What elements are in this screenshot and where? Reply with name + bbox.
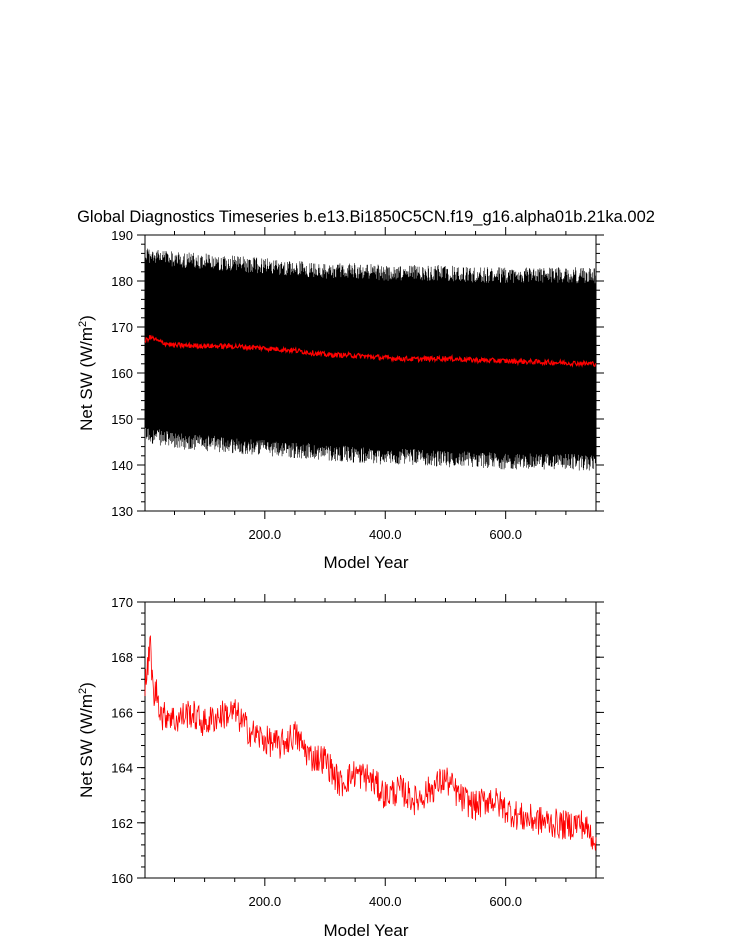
- bottom-plot-frame: [144, 601, 597, 879]
- top-panel: 200.0 400.0 600.0 130 140 150 160 170 180 190 Mod…: [77, 227, 604, 572]
- bottom-ytick-label: 168: [111, 650, 133, 665]
- top-ytick-label: 180: [111, 274, 133, 289]
- top-ytick-label: 140: [111, 458, 133, 473]
- bottom-ytick-label: 166: [111, 705, 133, 720]
- top-xtick-label: 600.0: [489, 527, 522, 542]
- bottom-ytick-label: 162: [111, 816, 133, 831]
- top-xlabel: Model Year: [323, 553, 408, 572]
- top-ytick-label: 160: [111, 366, 133, 381]
- top-ytick-label: 150: [111, 412, 133, 427]
- top-series-annual: [144, 334, 597, 368]
- bottom-major-ticks: 200.0 400.0 600.0 160 162 164 166 168 170: [111, 594, 604, 909]
- top-ylabel-main: Net SW (W/m: [77, 327, 96, 431]
- bottom-ytick-label: 170: [111, 595, 133, 610]
- top-data-layer: [144, 248, 597, 471]
- top-ytick-label: 190: [111, 228, 133, 243]
- bottom-ytick-label: 160: [111, 871, 133, 886]
- chart-title: Global Diagnostics Timeseries b.e13.Bi18…: [77, 208, 655, 226]
- bottom-ytick-label: 164: [111, 761, 133, 776]
- bottom-xtick-label: 400.0: [369, 894, 402, 909]
- bottom-minor-ticks: [141, 598, 600, 882]
- bottom-ylabel-close: ): [77, 682, 96, 688]
- top-ylabel-sup: 2: [77, 321, 89, 327]
- top-ylabel: Net SW (W/m2): [77, 315, 96, 431]
- top-xtick-label: 200.0: [249, 527, 282, 542]
- bottom-xlabel: Model Year: [323, 921, 408, 940]
- top-major-ticks: 200.0 400.0 600.0 130 140 150 160 170 180 190: [111, 227, 604, 542]
- bottom-xtick-label: 600.0: [489, 894, 522, 909]
- top-xtick-label: 400.0: [369, 527, 402, 542]
- bottom-series-annual: [144, 635, 597, 851]
- top-ytick-label: 130: [111, 504, 133, 519]
- top-series-monthly: [144, 248, 597, 471]
- top-ylabel-close: ): [77, 315, 96, 321]
- bottom-panel: 200.0 400.0 600.0 160 162 164 166 168 170 Model …: [77, 594, 604, 940]
- bottom-xtick-label: 200.0: [249, 894, 282, 909]
- bottom-data-layer: [144, 635, 597, 851]
- bottom-ylabel-sup: 2: [77, 688, 89, 694]
- bottom-ylabel-main: Net SW (W/m: [77, 694, 96, 798]
- bottom-ylabel: Net SW (W/m2): [77, 682, 96, 798]
- top-ytick-label: 170: [111, 320, 133, 335]
